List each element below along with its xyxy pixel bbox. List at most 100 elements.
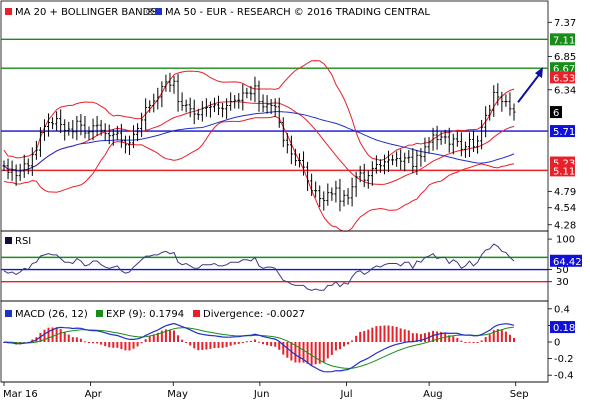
divergence-bar bbox=[136, 342, 139, 347]
divergence-bar bbox=[83, 341, 86, 343]
price-candle bbox=[297, 153, 301, 168]
price-candle bbox=[362, 163, 366, 188]
price-candle bbox=[225, 98, 229, 119]
price-candle bbox=[10, 160, 14, 181]
price-candle bbox=[496, 83, 500, 106]
divergence-bar bbox=[213, 342, 216, 349]
svg-text:64.42: 64.42 bbox=[553, 257, 582, 268]
ma50-legend-swatch bbox=[155, 8, 162, 15]
macd-legend: MACD (26, 12) EXP (9): 0.1794 Divergence… bbox=[5, 309, 305, 320]
price-candle bbox=[59, 109, 63, 134]
divergence-bar bbox=[266, 342, 269, 346]
price-candle bbox=[119, 123, 123, 148]
svg-text:0.18: 0.18 bbox=[553, 323, 575, 334]
price-candle bbox=[374, 155, 378, 174]
divergence-bar bbox=[274, 342, 277, 347]
divergence-bar bbox=[132, 342, 135, 349]
price-candle bbox=[431, 127, 435, 151]
price-legend: MA 20 + BOLLINGER BANDS ® MA 50 - EUR - … bbox=[5, 7, 430, 18]
macd-current-tag: 0.18 bbox=[550, 321, 575, 334]
divergence-bar bbox=[181, 339, 184, 342]
rsi-tick-label: 50 bbox=[556, 265, 569, 276]
svg-text:5.23: 5.23 bbox=[553, 159, 575, 170]
price-candle bbox=[196, 108, 200, 120]
svg-text:6.67: 6.67 bbox=[553, 64, 575, 75]
price-candle bbox=[2, 160, 6, 172]
divergence-bar bbox=[152, 334, 155, 342]
divergence-bar bbox=[164, 329, 167, 342]
divergence-bar bbox=[395, 326, 398, 342]
divergence-bar bbox=[108, 342, 111, 348]
level-tag-5.71: 5.71 bbox=[550, 125, 575, 138]
price-candle bbox=[395, 151, 399, 167]
x-axis: Mar 16 Apr May Jun Jul Aug Sep bbox=[1, 381, 548, 400]
price-candle bbox=[180, 92, 184, 111]
rsi-line bbox=[3, 243, 515, 291]
price-tick-label: 7.37 bbox=[554, 18, 576, 29]
price-candle bbox=[443, 129, 447, 144]
price-candle bbox=[188, 97, 192, 118]
divergence-bar bbox=[355, 335, 358, 342]
divergence-bar bbox=[508, 334, 511, 342]
price-candle bbox=[306, 161, 310, 192]
price-candle bbox=[314, 181, 318, 198]
divergence-bar bbox=[189, 342, 192, 346]
price-candle bbox=[500, 91, 504, 112]
price-candle bbox=[160, 81, 164, 108]
divergence-bar bbox=[43, 329, 46, 342]
divergence-bar bbox=[500, 330, 503, 342]
price-candle bbox=[427, 136, 431, 154]
price-candle bbox=[366, 170, 370, 189]
divergence-bar bbox=[59, 329, 62, 342]
divergence-bar bbox=[209, 342, 212, 349]
price-candle bbox=[257, 80, 261, 112]
divergence-bar bbox=[88, 342, 90, 344]
price-candle bbox=[132, 125, 136, 149]
price-candle bbox=[265, 95, 269, 114]
price-candle bbox=[164, 74, 168, 92]
price-candle bbox=[229, 92, 233, 111]
divergence-bar bbox=[75, 337, 78, 342]
divergence-bar bbox=[419, 334, 422, 342]
price-candle bbox=[47, 113, 51, 137]
price-candle bbox=[358, 165, 362, 183]
divergence-bar bbox=[168, 329, 171, 342]
signal-legend-swatch bbox=[96, 310, 103, 317]
divergence-bar bbox=[270, 342, 273, 347]
price-candle bbox=[281, 117, 285, 148]
price-candle bbox=[326, 183, 330, 206]
price-candle bbox=[249, 85, 253, 101]
price-candle bbox=[289, 135, 293, 165]
price-candle bbox=[387, 150, 391, 173]
price-candle bbox=[51, 117, 55, 130]
price-candle bbox=[38, 127, 42, 157]
x-month-label: Aug bbox=[423, 389, 443, 400]
macd-tick-label: -0.4 bbox=[554, 371, 574, 382]
price-candle bbox=[338, 178, 342, 212]
divergence-bar bbox=[205, 342, 208, 350]
divergence-bar bbox=[448, 335, 451, 342]
price-candle bbox=[208, 101, 212, 118]
macd-tick-label: 0 bbox=[554, 338, 560, 349]
ma20-legend-label: MA 20 + BOLLINGER BANDS bbox=[15, 7, 157, 18]
divergence-bar bbox=[314, 342, 317, 365]
price-candle bbox=[419, 148, 423, 167]
divergence-bar bbox=[302, 342, 305, 363]
divergence-bar bbox=[504, 331, 507, 342]
x-month-label: Apr bbox=[85, 389, 103, 400]
level-tag-6.53: 6.53 bbox=[550, 71, 575, 84]
price-candle bbox=[407, 150, 411, 164]
macd-line bbox=[3, 322, 515, 373]
price-candle bbox=[322, 191, 326, 211]
macd-tick-label: 0.4 bbox=[554, 304, 570, 315]
ma50-legend-label: MA 50 - EUR - RESEARCH © 2016 TRADING CE… bbox=[165, 7, 430, 18]
price-candle bbox=[285, 133, 289, 154]
divergence-bar bbox=[330, 342, 333, 355]
price-candle bbox=[472, 130, 476, 153]
divergence-bar bbox=[282, 342, 285, 355]
bollinger-lower-line bbox=[3, 115, 515, 232]
price-candle bbox=[330, 187, 334, 201]
divergence-legend-swatch bbox=[193, 310, 200, 317]
divergence-bar bbox=[104, 342, 107, 347]
